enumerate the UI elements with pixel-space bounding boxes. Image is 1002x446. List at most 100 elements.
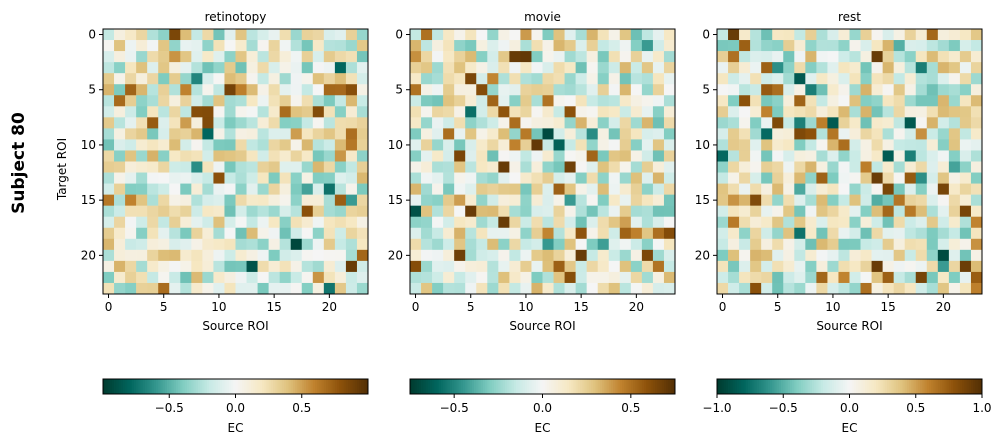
heatmap-cell [937,62,950,74]
heatmap-cell [948,216,961,229]
colorbar-segment [277,379,281,394]
heatmap-cell [849,271,861,284]
heatmap-cell [608,117,621,129]
colorbar-segment [438,379,442,394]
heatmap-cell [717,84,729,96]
heatmap-cell [235,62,247,74]
colorbar-segment [732,379,736,394]
heatmap-cell [728,271,740,284]
heatmap-cell [257,216,269,229]
colorbar: −0.5 0.0 0.5EC [409,378,676,435]
heatmap-cell [509,194,521,206]
heatmap-cell [136,260,148,273]
heatmap-cell [268,194,280,206]
heatmap-cell [663,29,676,41]
colorbar-segment [880,379,884,394]
heatmap-cell [959,62,972,74]
colorbar-segment [111,379,115,394]
heatmap-cell [937,73,950,85]
heatmap-cell [553,183,565,195]
heatmap-cell [871,51,883,63]
heatmap-cell [136,194,148,206]
heatmap-cell [970,51,983,63]
heatmap-cell [114,40,126,52]
colorbar-segment [213,379,217,394]
heatmap-cell [728,139,740,151]
heatmap-cell [904,51,917,63]
heatmap-cell [487,238,499,251]
heatmap-cell [926,40,939,52]
heatmap-cell [136,29,148,41]
heatmap-cell [783,106,795,118]
heatmap-cell [257,183,269,195]
heatmap-cell [487,249,499,262]
heatmap-cell [641,161,654,173]
heatmap-cell [542,29,554,41]
heatmap-cell [630,161,643,173]
colorbar-segment [588,379,592,394]
colorbar-segment [531,379,535,394]
heatmap-cell [948,150,961,162]
heatmap-cell [794,161,806,173]
heatmap-cell [871,73,883,85]
heatmap-cell [443,227,455,240]
heatmap-cell [542,62,554,74]
heatmap-cell [103,117,115,129]
heatmap-cell [443,271,455,284]
heatmap-cell [652,73,665,85]
colorbar-segment [410,379,413,394]
heatmap-cell [937,282,950,295]
heatmap-cell [619,194,632,206]
heatmap-cell [180,161,192,173]
colorbar-segment [893,379,897,394]
colorbar-segment [648,379,652,394]
colorbar-segment [471,379,475,394]
colorbar-segment [118,379,122,394]
colorbar-segment [162,379,166,394]
heatmap-cell [498,73,510,85]
heatmap-cell [356,249,369,262]
heatmap-cell [356,172,369,184]
heatmap-cell [454,84,466,96]
heatmap-cell [125,205,137,218]
heatmap-cell [630,128,643,140]
heatmap-cell [476,161,488,173]
heatmap-cell [915,95,928,107]
colorbar-segment [469,379,473,394]
colorbar-segment [807,379,811,394]
x-tick-label: 20 [322,300,337,314]
heatmap-cell [652,62,665,74]
heatmap-cell [959,249,972,262]
x-tick-label: 5 [774,300,782,314]
heatmap-cell [136,205,148,218]
heatmap-cell [652,40,665,52]
heatmap-cell [641,238,654,251]
heatmap-cell [750,172,762,184]
heatmap-cell [312,84,325,96]
heatmap-cell [575,117,587,129]
heatmap-cell [959,51,972,63]
heatmap-cell [224,84,236,96]
colorbar-segment [900,379,903,394]
colorbar-segment [977,379,981,394]
colorbar-segment [599,379,603,394]
heatmap-cell [498,128,510,140]
heatmap-cell [147,216,159,229]
colorbar-segment [432,379,435,394]
heatmap-cell [849,128,861,140]
heatmap-cell [893,117,906,129]
heatmap-cell [257,51,269,63]
heatmap-cell [959,150,972,162]
heatmap-cell [191,106,203,118]
heatmap-cell [312,51,325,63]
heatmap-cell [652,205,665,218]
heatmap-cell [542,249,554,262]
colorbar-segment [823,379,826,394]
heatmap-cell [432,150,444,162]
heatmap-cell [410,139,422,151]
heatmap-cell [970,227,983,240]
heatmap-cell [564,183,576,195]
heatmap-cell [290,128,303,140]
heatmap-cell [268,62,280,74]
heatmap-cell [334,139,347,151]
